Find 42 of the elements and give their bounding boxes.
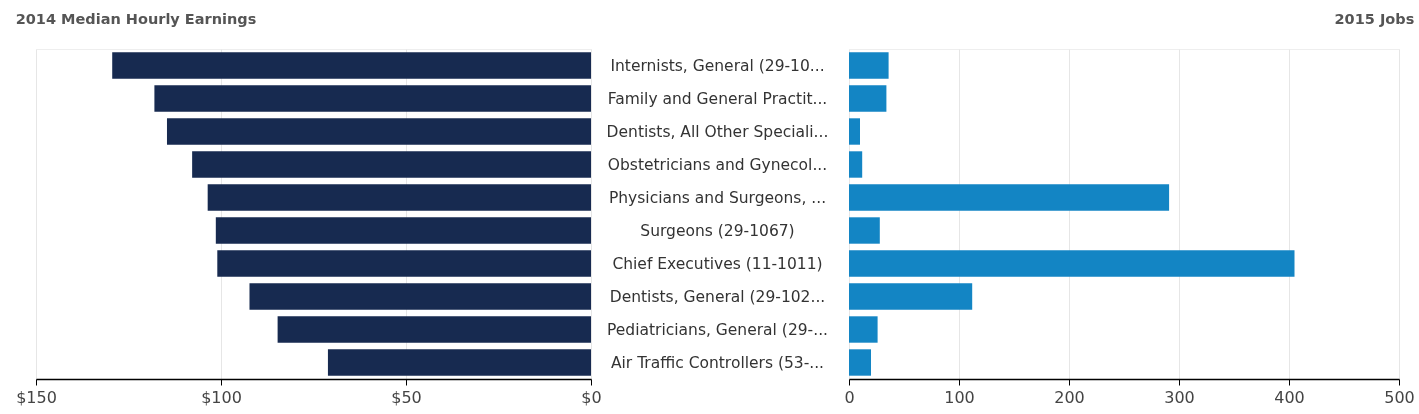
bar [849,52,889,79]
y-tick-label: Air Traffic Controllers (53-... [610,353,825,372]
y-tick-label: Dentists, General (29-102... [609,287,826,306]
x-tick-label: 400 [1274,387,1305,407]
bar [215,217,591,244]
bar [849,349,871,376]
y-tick-label: Pediatricians, General (29-... [607,320,828,339]
bar [249,283,591,310]
bar [112,52,591,79]
y-tick-label: Chief Executives (11-1011) [612,254,823,273]
bar [154,85,591,112]
y-tick-label: Surgeons (29-1067) [640,221,795,240]
bar [849,250,1295,277]
bar [849,283,973,310]
bar [277,316,591,343]
bar [192,151,591,178]
bar [166,118,591,145]
x-tick-label: $150 [16,387,57,407]
y-tick-label: Obstetricians and Gynecol... [607,155,828,174]
chart-title: 2014 Median Hourly Earnings [15,10,257,27]
x-tick-label: 100 [944,387,975,407]
x-tick-label: $100 [201,387,242,407]
bar [849,184,1170,211]
bar [217,250,591,277]
x-tick-label: 300 [1164,387,1195,407]
y-tick-label: Dentists, All Other Speciali... [606,122,829,141]
x-tick-label: $0 [581,387,602,407]
y-tick-label: Internists, General (29-10... [610,56,825,75]
bar [849,151,863,178]
y-tick-label: Physicians and Surgeons, ... [608,188,827,207]
x-tick-label: 0 [844,387,855,407]
y-tick-label: Family and General Practit... [607,89,828,108]
bar [327,349,591,376]
x-tick-label: 200 [1054,387,1085,407]
x-tick-label: 500 [1384,387,1415,407]
x-tick-label: $50 [391,387,422,407]
bar [849,316,878,343]
bar [849,85,887,112]
bar [207,184,591,211]
bar [849,118,860,145]
chart-title: 2015 Jobs [1334,10,1415,27]
bar [849,217,880,244]
